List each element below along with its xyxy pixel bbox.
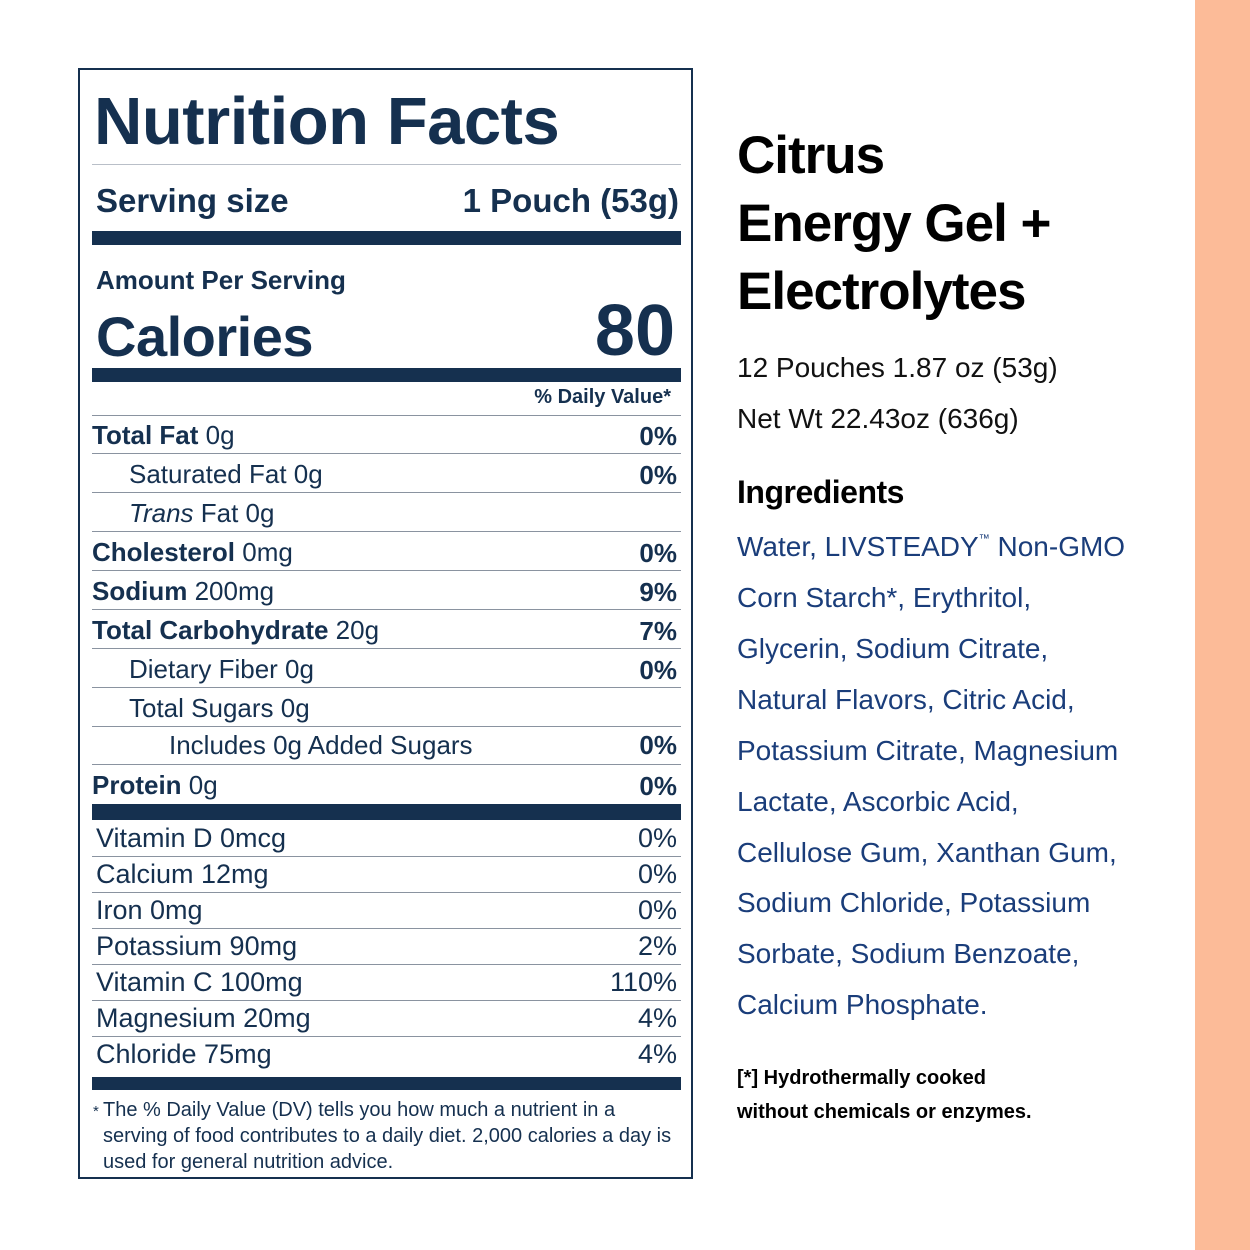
vitamin-name: Chloride 75mg bbox=[96, 1039, 272, 1069]
nutrient-percent: 0% bbox=[639, 730, 677, 760]
thick-divider bbox=[92, 804, 681, 820]
nutrient-name: Sodium bbox=[92, 576, 188, 606]
ingredients-line: Water, LIVSTEADY™ Non-GMO bbox=[737, 531, 1126, 562]
pouch-count: 12 Pouches 1.87 oz (53g) bbox=[737, 352, 1058, 383]
nutrient-percent: 9% bbox=[639, 577, 677, 607]
calories-value: 80 bbox=[594, 291, 675, 371]
nutrient-amount: 200mg bbox=[187, 576, 275, 606]
net-weight: Net Wt 22.43oz (636g) bbox=[737, 403, 1019, 434]
nutrient-row: Sodium 200mg 9% bbox=[92, 572, 681, 610]
nutrition-facts-label: Nutrition Facts Serving size 1 Pouch (53… bbox=[78, 68, 693, 1179]
daily-value-header: % Daily Value* bbox=[534, 386, 671, 408]
nutrient-name-italic: Trans bbox=[129, 498, 194, 528]
amount-per-serving: Amount Per Serving bbox=[96, 265, 346, 295]
ingredients-line: Natural Flavors, Citric Acid, bbox=[737, 684, 1075, 715]
vitamin-row: Potassium 90mg 2% bbox=[92, 929, 681, 965]
vitamin-name: Calcium 12mg bbox=[96, 859, 269, 889]
vitamin-name: Vitamin D 0mcg bbox=[96, 823, 287, 853]
nutrient-amount: 0g bbox=[198, 420, 235, 450]
nutrient-name: Fat 0g bbox=[193, 498, 275, 528]
thick-divider bbox=[92, 231, 681, 245]
vitamin-percent: 0% bbox=[637, 859, 677, 889]
vitamin-name: Iron 0mg bbox=[96, 895, 203, 925]
starch-note-line: [*] Hydrothermally cooked bbox=[737, 1067, 986, 1089]
peach-side-stripe bbox=[1195, 0, 1250, 1250]
vitamin-row: Vitamin D 0mcg 0% bbox=[92, 821, 681, 857]
serving-size-label: Serving size bbox=[96, 182, 289, 219]
nutrient-name: Total Sugars 0g bbox=[129, 693, 310, 723]
nutrient-name: Includes 0g Added Sugars bbox=[169, 730, 473, 760]
trademark-symbol: ™ bbox=[978, 533, 990, 545]
vitamin-name: Magnesium 20mg bbox=[96, 1003, 311, 1033]
starch-note-line: without chemicals or enzymes. bbox=[737, 1101, 1032, 1123]
serving-size-value: 1 Pouch (53g) bbox=[462, 182, 679, 219]
nutrient-row: Total Sugars 0g bbox=[92, 689, 681, 727]
nutrient-name: Dietary Fiber 0g bbox=[129, 654, 314, 684]
vitamin-percent: 0% bbox=[637, 823, 677, 853]
ingredients-line: Sorbate, Sodium Benzoate, bbox=[737, 938, 1080, 969]
vitamin-row: Calcium 12mg 0% bbox=[92, 857, 681, 893]
vitamin-percent: 4% bbox=[637, 1003, 677, 1033]
footnote-asterisk: * bbox=[93, 1103, 99, 1120]
product-title: Citrus Energy Gel + Electrolytes bbox=[737, 122, 1177, 326]
calories-label: Calories bbox=[96, 305, 314, 368]
vitamin-percent: 2% bbox=[637, 931, 677, 961]
nutrient-name: Total Fat bbox=[92, 420, 199, 450]
nutrient-row: Dietary Fiber 0g 0% bbox=[92, 650, 681, 688]
nutrient-name: Total Carbohydrate bbox=[92, 615, 329, 645]
vitamin-name: Vitamin C 100mg bbox=[96, 967, 303, 997]
thick-divider bbox=[92, 1077, 681, 1090]
ingredients-line: Potassium Citrate, Magnesium bbox=[737, 735, 1119, 766]
nutrient-name: Cholesterol bbox=[92, 537, 236, 567]
product-title-line: Energy Gel + bbox=[737, 194, 1052, 253]
nutrient-amount: 20g bbox=[328, 615, 380, 645]
vitamin-percent: 4% bbox=[637, 1039, 677, 1069]
ingredients-line: Lactate, Ascorbic Acid, bbox=[737, 786, 1019, 817]
nutrient-row: Protein 0g 0% bbox=[92, 766, 681, 804]
nutrition-facts-title: Nutrition Facts bbox=[94, 84, 560, 159]
nutrient-row: Total Carbohydrate 20g 7% bbox=[92, 611, 681, 649]
product-title-line: Electrolytes bbox=[737, 262, 1026, 321]
ingredients-heading: Ingredients bbox=[737, 474, 904, 510]
ingredients-line: Cellulose Gum, Xanthan Gum, bbox=[737, 837, 1117, 868]
vitamin-row: Magnesium 20mg 4% bbox=[92, 1001, 681, 1037]
ingredients-line: Sodium Chloride, Potassium bbox=[737, 887, 1091, 918]
ingredients-line: Glycerin, Sodium Citrate, bbox=[737, 633, 1049, 664]
nutrient-percent: 0% bbox=[639, 655, 677, 685]
nutrient-name: Protein bbox=[92, 770, 182, 800]
nutrient-percent: 0% bbox=[639, 460, 677, 490]
vitamin-percent: 110% bbox=[609, 967, 677, 997]
divider bbox=[92, 415, 681, 416]
vitamin-percent: 0% bbox=[637, 895, 677, 925]
nutrient-percent: 0% bbox=[639, 421, 677, 451]
vitamin-row: Vitamin C 100mg 110% bbox=[92, 965, 681, 1001]
nutrient-percent: 0% bbox=[639, 771, 677, 801]
thick-divider bbox=[92, 368, 681, 382]
product-title-line: Citrus bbox=[737, 126, 885, 185]
nutrient-row: Trans Fat 0g bbox=[92, 494, 681, 532]
nutrient-amount: 0g bbox=[181, 770, 218, 800]
vitamin-row: Iron 0mg 0% bbox=[92, 893, 681, 929]
nutrient-row: Saturated Fat 0g 0% bbox=[92, 455, 681, 493]
divider bbox=[92, 164, 681, 165]
nutrient-percent: 0% bbox=[639, 538, 677, 568]
nutrient-row: Includes 0g Added Sugars 0% bbox=[92, 728, 681, 765]
nutrient-percent: 7% bbox=[639, 616, 677, 646]
vitamin-name: Potassium 90mg bbox=[96, 931, 298, 961]
ingredients-line: Corn Starch*, Erythritol, bbox=[737, 582, 1032, 613]
nutrient-name: Saturated Fat 0g bbox=[129, 459, 323, 489]
daily-value-footnote: The % Daily Value (DV) tells you how muc… bbox=[103, 1099, 672, 1173]
vitamin-row: Chloride 75mg 4% bbox=[92, 1037, 681, 1073]
nutrient-row: Cholesterol 0mg 0% bbox=[92, 533, 681, 571]
nutrient-amount: 0mg bbox=[235, 537, 293, 567]
ingredients-line: Calcium Phosphate. bbox=[737, 989, 988, 1020]
nutrient-row: Total Fat 0g 0% bbox=[92, 416, 681, 454]
